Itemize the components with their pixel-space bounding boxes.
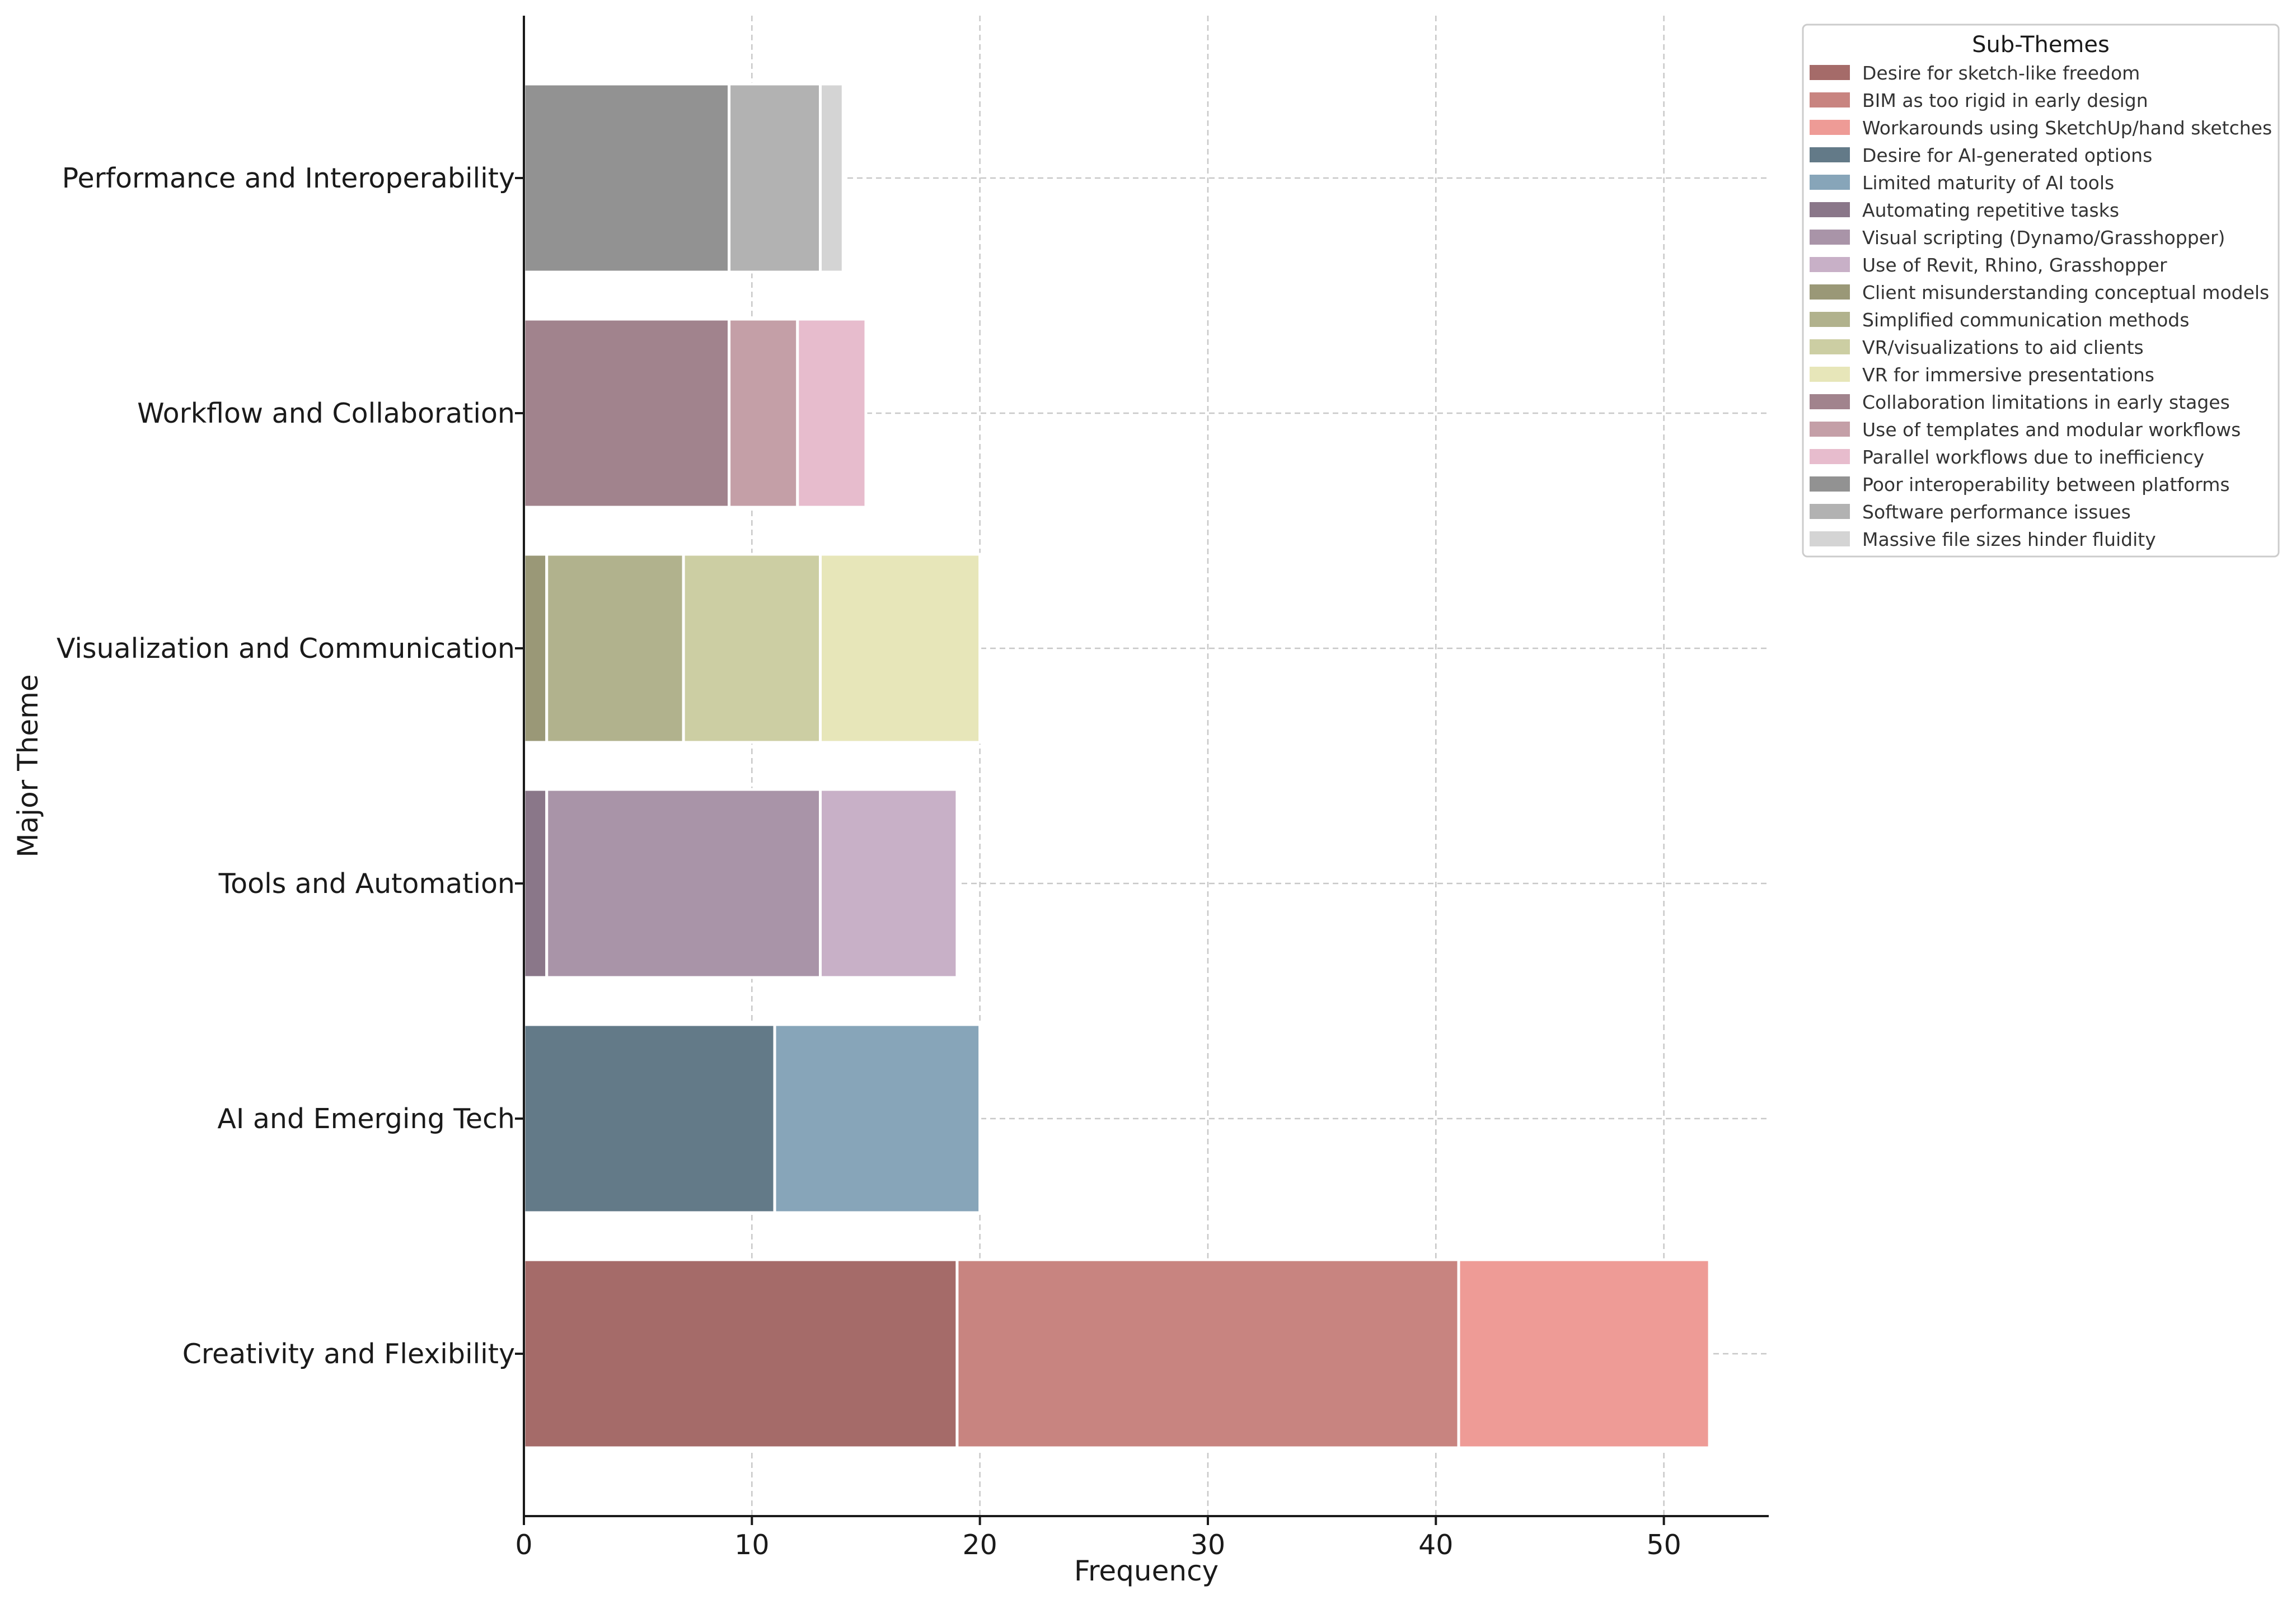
x-tick-label: 10 xyxy=(734,1529,769,1561)
y-tick-label: AI and Emerging Tech xyxy=(217,1103,515,1135)
bar-segment xyxy=(796,317,868,509)
x-tick-label: 40 xyxy=(1418,1529,1453,1561)
legend-swatch xyxy=(1810,476,1850,492)
bar-segment xyxy=(1457,1258,1711,1449)
legend-label: Parallel workflows due to inefficiency xyxy=(1862,446,2204,468)
y-tick-label: Creativity and Flexibility xyxy=(182,1338,515,1370)
legend-swatch xyxy=(1810,284,1850,300)
legend-label: Use of templates and modular workflows xyxy=(1862,419,2241,441)
x-tick-label: 20 xyxy=(962,1529,997,1561)
bar-segment xyxy=(728,317,799,509)
x-tick-label: 30 xyxy=(1191,1529,1225,1561)
bar-segment xyxy=(545,788,822,979)
legend-swatch xyxy=(1810,147,1850,162)
bar-segment xyxy=(522,1258,959,1449)
legend-label: Client misunderstanding conceptual model… xyxy=(1862,282,2269,303)
y-tick-label: Workflow and Collaboration xyxy=(137,398,515,429)
legend-swatch xyxy=(1810,175,1850,190)
legend-label: Massive file sizes hinder fluidity xyxy=(1862,529,2156,550)
bar-segment xyxy=(819,82,845,274)
bar-segment xyxy=(819,553,982,744)
y-tick-label: Tools and Automation xyxy=(218,868,515,900)
legend-swatch xyxy=(1810,504,1850,519)
legend-label: Limited maturity of AI tools xyxy=(1862,172,2114,194)
bar-segment xyxy=(728,82,822,274)
legend-label: Desire for sketch-like freedom xyxy=(1862,62,2140,84)
bar-segment xyxy=(819,788,959,979)
axes-layer xyxy=(523,16,1769,1517)
legend-label: VR/visualizations to aid clients xyxy=(1862,336,2144,358)
legend-swatch xyxy=(1810,531,1850,546)
legend-label: Automating repetitive tasks xyxy=(1862,199,2119,221)
legend-swatch xyxy=(1810,394,1850,409)
legend-label: Software performance issues xyxy=(1862,501,2131,523)
bar-segment xyxy=(522,553,549,744)
legend-label: BIM as too rigid in early design xyxy=(1862,90,2148,111)
x-ticks: 0 10 20 30 40 50 xyxy=(515,1516,1681,1561)
bars-layer xyxy=(522,82,1711,1449)
legend-swatch xyxy=(1810,339,1850,354)
bar-segment xyxy=(773,1023,982,1214)
legend-swatch xyxy=(1810,230,1850,245)
legend-label: Visual scripting (Dynamo/Grasshopper) xyxy=(1862,227,2225,249)
legend: Sub-Themes Desire for sketch-like freedo… xyxy=(1802,24,2280,558)
bar-segment xyxy=(522,82,731,274)
legend-swatch xyxy=(1810,65,1850,80)
bar-segment xyxy=(955,1258,1460,1449)
legend-swatch xyxy=(1810,92,1850,107)
bar-segment xyxy=(545,553,685,744)
legend-label: Collaboration limitations in early stage… xyxy=(1862,391,2230,413)
legend-items: Desire for sketch-like freedom BIM as too… xyxy=(1810,62,2272,550)
y-axis-label: Major Theme xyxy=(12,674,44,857)
legend-label: Workarounds using SketchUp/hand sketches xyxy=(1862,117,2272,139)
legend-title: Sub-Themes xyxy=(1972,32,2110,58)
legend-swatch xyxy=(1810,120,1850,135)
legend-swatch xyxy=(1810,422,1850,437)
legend-label: Desire for AI-generated options xyxy=(1862,144,2152,166)
x-tick-label: 50 xyxy=(1646,1529,1681,1561)
legend-label: Simplified communication methods xyxy=(1862,309,2189,331)
x-axis-label: Frequency xyxy=(1074,1555,1219,1587)
bar-segment xyxy=(522,1023,776,1214)
x-tick-label: 0 xyxy=(515,1529,532,1561)
legend-frame xyxy=(1802,24,2280,558)
y-ticks: Creativity and Flexibility AI and Emergin… xyxy=(57,162,524,1370)
y-tick-label: Performance and Interoperability xyxy=(62,162,515,194)
legend-swatch xyxy=(1810,202,1850,217)
legend-swatch xyxy=(1810,367,1850,382)
legend-swatch xyxy=(1810,257,1850,272)
legend-label: Poor interoperability between platforms xyxy=(1862,474,2230,495)
legend-swatch xyxy=(1810,449,1850,464)
legend-label: Use of Revit, Rhino, Grasshopper xyxy=(1862,254,2167,276)
legend-swatch xyxy=(1810,312,1850,327)
legend-label: VR for immersive presentations xyxy=(1862,364,2154,386)
bar-segment xyxy=(682,553,822,744)
bar-segment xyxy=(522,788,549,979)
bar-segment xyxy=(522,317,731,509)
y-tick-label: Visualization and Communication xyxy=(57,633,515,665)
